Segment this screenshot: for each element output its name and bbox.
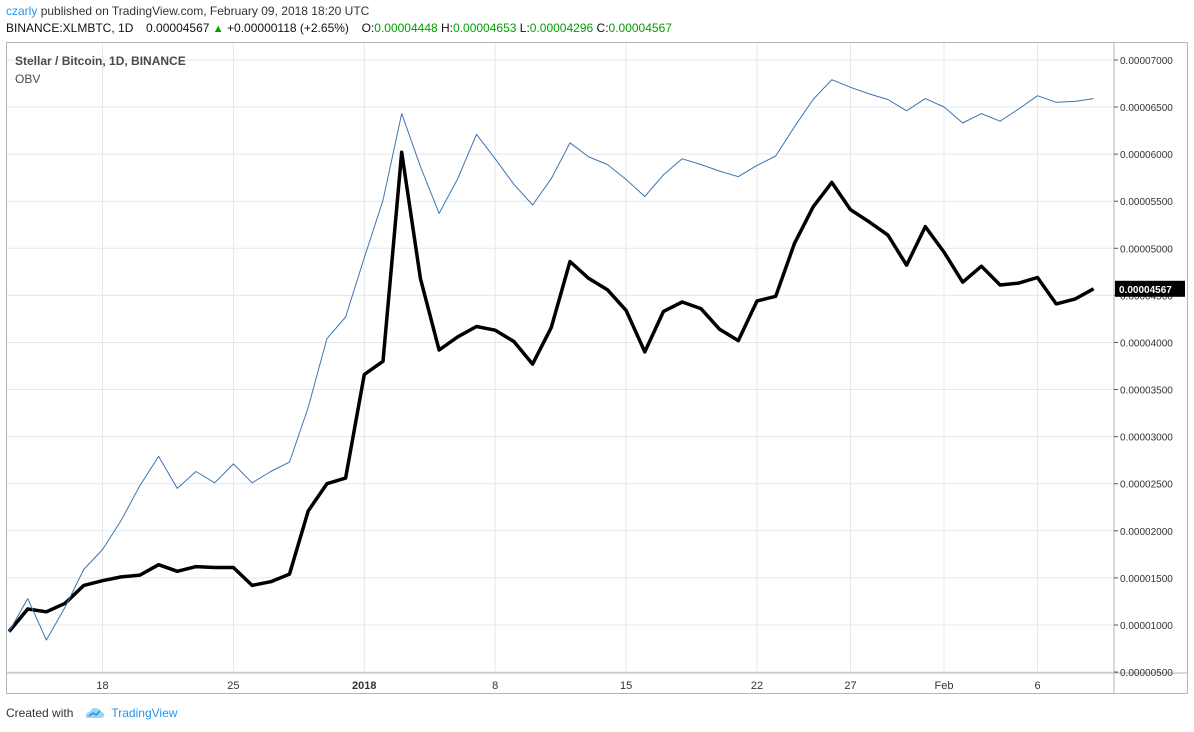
- low-value: 0.00004296: [529, 21, 594, 35]
- x-tick-label: Feb: [935, 680, 954, 692]
- indicator-label: OBV: [15, 72, 40, 86]
- footer: Created with TradingView: [6, 706, 177, 720]
- close-value: 0.00004567: [608, 21, 672, 35]
- x-tick-label: 15: [620, 680, 632, 692]
- y-tick-label: 0.00001500: [1120, 574, 1173, 585]
- up-arrow-icon: ▲: [212, 23, 224, 35]
- obv-series-line: [8, 79, 1094, 641]
- x-tick-label: 2018: [352, 680, 376, 692]
- open-value: 0.00004448: [374, 21, 438, 35]
- publish-info: published on TradingView.com, February 0…: [40, 4, 370, 18]
- chart-frame: 0.00000500 0.00001000 0.00001500 0.00002000…: [6, 42, 1188, 694]
- open-label: O:: [361, 21, 375, 35]
- price-series-line: [7, 150, 1095, 633]
- quote-line: BINANCE:XLMBTC, 1D 0.00004567 ▲ +0.00000…: [6, 21, 672, 35]
- last-price: 0.00004567: [146, 21, 210, 35]
- x-tick-label: 8: [492, 680, 498, 692]
- y-tick-label: 0.00003500: [1120, 386, 1173, 397]
- y-tick-label: 0.00005000: [1120, 244, 1173, 255]
- low-label: L:: [519, 21, 530, 35]
- x-tick-label: 22: [751, 680, 763, 692]
- y-tick-label: 0.00002000: [1120, 527, 1173, 538]
- y-axis: 0.00000500 0.00001000 0.00001500 0.00002000…: [1114, 56, 1173, 679]
- x-tick-label: 6: [1034, 680, 1040, 692]
- x-tick-label: 25: [227, 680, 239, 692]
- y-tick-label: 0.00002500: [1120, 480, 1173, 491]
- y-tick-label: 0.00004000: [1120, 338, 1173, 349]
- y-tick-label: 0.00007000: [1120, 56, 1173, 67]
- x-tick-label: 18: [96, 680, 108, 692]
- publish-line: czarly published on TradingView.com, Feb…: [6, 4, 369, 18]
- tradingview-link[interactable]: TradingView: [111, 706, 178, 720]
- y-tick-label: 0.00004500: [1120, 291, 1173, 302]
- created-with-text: Created with: [6, 706, 74, 720]
- price-badge: 0.00004567: [1115, 280, 1185, 297]
- price-chart[interactable]: 0.00000500 0.00001000 0.00001500 0.00002000…: [7, 43, 1187, 693]
- y-tick-label: 0.00000500: [1120, 668, 1173, 679]
- y-tick-label: 0.00005500: [1120, 197, 1173, 208]
- price-badge-label: 0.00004567: [1119, 285, 1172, 296]
- high-label: H:: [441, 21, 454, 35]
- y-tick-label: 0.00003000: [1120, 433, 1173, 444]
- grid: [7, 43, 1114, 673]
- symbol-label: BINANCE:XLMBTC, 1D: [6, 21, 134, 35]
- series: [7, 79, 1095, 641]
- tradingview-logo-icon[interactable]: [83, 706, 105, 720]
- high-value: 0.00004653: [453, 21, 517, 35]
- y-tick-label: 0.00006000: [1120, 150, 1173, 161]
- y-tick-label: 0.00006500: [1120, 103, 1173, 114]
- x-axis: 18 25 2018 8 15 22 27 Feb 6: [96, 680, 1040, 692]
- author-link[interactable]: czarly: [6, 4, 38, 18]
- close-label: C:: [596, 21, 609, 35]
- price-change: +0.00000118 (+2.65%): [227, 21, 349, 35]
- x-tick-label: 27: [844, 680, 856, 692]
- chart-title: Stellar / Bitcoin, 1D, BINANCE: [15, 54, 186, 68]
- y-tick-label: 0.00001000: [1120, 621, 1173, 632]
